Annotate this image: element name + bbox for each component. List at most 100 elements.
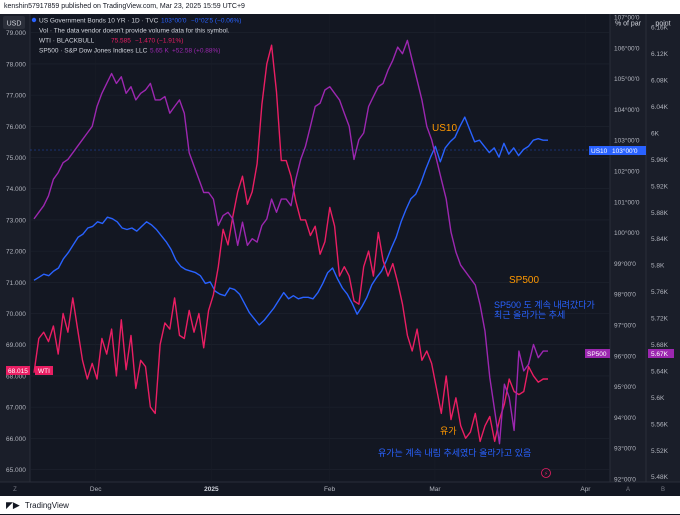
time-axis-ticks: Dec 2025 Feb Mar Apr — [90, 486, 591, 493]
mid-axis-tick-label: 99°00'0 — [614, 260, 636, 268]
right-axis-tick-label: 6.16K — [651, 25, 669, 32]
lightning-glyph: ⚡ — [544, 471, 548, 478]
legend-vol: Vol · The data vendor doesn't provide vo… — [39, 28, 230, 35]
left-axis-tick-label: 70.000 — [6, 311, 26, 318]
mid-axis-tick-label: 94°00'0 — [614, 414, 636, 422]
left-axis-tick-label: 66.000 — [6, 436, 26, 443]
left-axis-panel — [0, 14, 30, 482]
legend-us10-change: −0°02'5 (−0.06%) — [191, 17, 241, 25]
right-axis-tick-label: 6.12K — [651, 51, 669, 58]
currency-button[interactable]: USD — [7, 21, 22, 28]
legend-sp500-change: +52.58 (+0.88%) — [172, 48, 220, 55]
right-axis-tick-label: 5.52K — [651, 448, 669, 455]
sp500-value-badge — [648, 349, 674, 358]
left-axis-ticks: 79.000 78.000 77.000 76.000 75.000 74.000 73.0… — [6, 30, 26, 474]
tradingview-brand[interactable]: TradingView — [24, 501, 69, 510]
time-axis-tick-label: Dec — [90, 486, 102, 493]
mid-axis-ticks: 107°00'0 106°00'0 105°00'0 104°00'0 103°00'0… — [614, 14, 640, 483]
right-axis-tick-label: 5.76K — [651, 289, 669, 296]
chart-background — [0, 14, 680, 496]
wti-price-badge — [6, 366, 30, 375]
sp500-name-badge-text: SP500 — [587, 351, 607, 358]
scale-icon[interactable]: B — [661, 487, 665, 493]
annotation-sp500: SP500 — [509, 275, 539, 286]
tradingview-logo-icon: ◤▶ — [6, 500, 20, 510]
right-axis-tick-label: 6K — [651, 130, 660, 137]
right-axis-tick-label: 5.68K — [651, 342, 669, 349]
sp500-series-line[interactable] — [33, 39, 548, 445]
mid-axis-tick-label: 96°00'0 — [614, 352, 636, 360]
right-axis-tick-label: 5.64K — [651, 368, 669, 375]
mid-axis-tick-label: 103°00'0 — [614, 137, 640, 145]
legend-wti-value: 75.585 — [111, 38, 131, 45]
time-axis-tick-label: Apr — [580, 486, 591, 493]
right-axis-tick-label: 5.48K — [651, 474, 669, 481]
right-axis-tick-label: 5.88K — [651, 210, 669, 217]
left-axis-tick-label: 75.000 — [6, 155, 26, 162]
legend-us10-name[interactable]: US Government Bonds 10 YR · 1D · TVC — [39, 18, 159, 25]
mid-axis-tick-label: 98°00'0 — [614, 291, 636, 299]
chart-area[interactable]: USD % of par point 79.000 78.000 77.000 76.… — [0, 14, 680, 496]
mid-axis-tick-label: 102°00'0 — [614, 168, 640, 176]
publisher-text: kenshin57917859 published on TradingView… — [4, 3, 245, 10]
left-axis-tick-label: 78.000 — [6, 61, 26, 68]
time-axis-tick-label: 2025 — [204, 486, 219, 493]
annotation-sp500-note-1: SP500 도 계속 내려갔다가 — [494, 299, 595, 310]
annotation-oil-note: 유가는 계속 내림 추세였다 올라가고 있음 — [378, 447, 531, 458]
legend: US Government Bonds 10 YR · 1D · TVC 103… — [31, 17, 241, 55]
us10-value-badge-text: 103°00'0 — [612, 147, 638, 155]
right-axis-tick-label: 5.6K — [651, 395, 665, 402]
us10-name-badge-text: US10 — [591, 148, 608, 155]
mid-axis-tick-label: 100°00'0 — [614, 229, 640, 237]
us10-series-line[interactable] — [33, 116, 548, 326]
grid-lines — [30, 14, 610, 482]
right-axis-tick-label: 5.8K — [651, 263, 665, 270]
right-axis-tick-label: 6.04K — [651, 104, 669, 111]
us10-name-badge — [589, 146, 610, 155]
annotation-oil: 유가 — [440, 426, 457, 436]
left-axis-tick-label: 69.000 — [6, 342, 26, 349]
mid-axis-tick-label: 107°00'0 — [614, 14, 640, 22]
us10-value-badge — [610, 146, 646, 155]
left-axis-tick-label: 65.000 — [6, 467, 26, 474]
point-label[interactable]: point — [655, 21, 670, 28]
lightning-icon[interactable] — [541, 468, 551, 478]
legend-sp500-value: 5.65 K — [150, 48, 169, 55]
right-axis-tick-label: 5.72K — [651, 316, 669, 323]
wti-series-line[interactable] — [33, 44, 548, 443]
auto-scale-icon[interactable]: A — [626, 487, 630, 493]
left-axis-tick-label: 73.000 — [6, 217, 26, 224]
mid-axis-tick-label: 95°00'0 — [614, 383, 636, 391]
annotation-sp500-note-2: 최근 올라가는 추세 — [494, 310, 565, 320]
left-axis-tick-label: 79.000 — [6, 30, 26, 37]
left-axis-tick-label: 76.000 — [6, 124, 26, 131]
annotation-us10: US10 — [432, 123, 457, 134]
legend-wti-change: −1.470 (−1.91%) — [135, 38, 183, 45]
right-axis-panel — [646, 14, 680, 482]
left-axis-tick-label: 74.000 — [6, 186, 26, 193]
mid-axis-panel — [610, 14, 646, 482]
mid-axis-tick-label: 101°00'0 — [614, 198, 640, 206]
sp500-value-badge-text: 5.67K — [651, 351, 669, 358]
legend-sp500-name[interactable]: SP500 · S&P Dow Jones Indices LLC — [39, 48, 148, 55]
legend-us10-value: 103°00'0 — [161, 17, 187, 25]
time-axis-tick-label: Feb — [324, 486, 336, 493]
left-axis-tick-label: 71.000 — [6, 280, 26, 287]
legend-wti-name[interactable]: WTI · BLACKBULL — [39, 38, 95, 45]
mid-axis-tick-label: 92°00'0 — [614, 475, 636, 483]
left-axis-tick-label: 77.000 — [6, 93, 26, 100]
mid-axis-tick-label: 93°00'0 — [614, 445, 636, 453]
mid-axis-tick-label: 104°00'0 — [614, 106, 640, 114]
pct-par-label[interactable]: % of par — [615, 21, 642, 28]
right-axis-tick-label: 5.96K — [651, 157, 669, 164]
mid-axis-tick-label: 97°00'0 — [614, 321, 636, 329]
left-axis-tick-label: 67.000 — [6, 405, 26, 412]
right-axis-tick-label: 5.92K — [651, 183, 669, 190]
right-axis-tick-label: 6.08K — [651, 78, 669, 85]
time-axis-tick-label: Mar — [429, 486, 441, 493]
zoom-icon[interactable]: Z — [13, 487, 17, 493]
us10-legend-dot — [31, 17, 37, 23]
wti-name-badge — [35, 366, 53, 375]
currency-button-bg — [3, 16, 25, 29]
mid-axis-tick-label: 106°00'0 — [614, 44, 640, 52]
